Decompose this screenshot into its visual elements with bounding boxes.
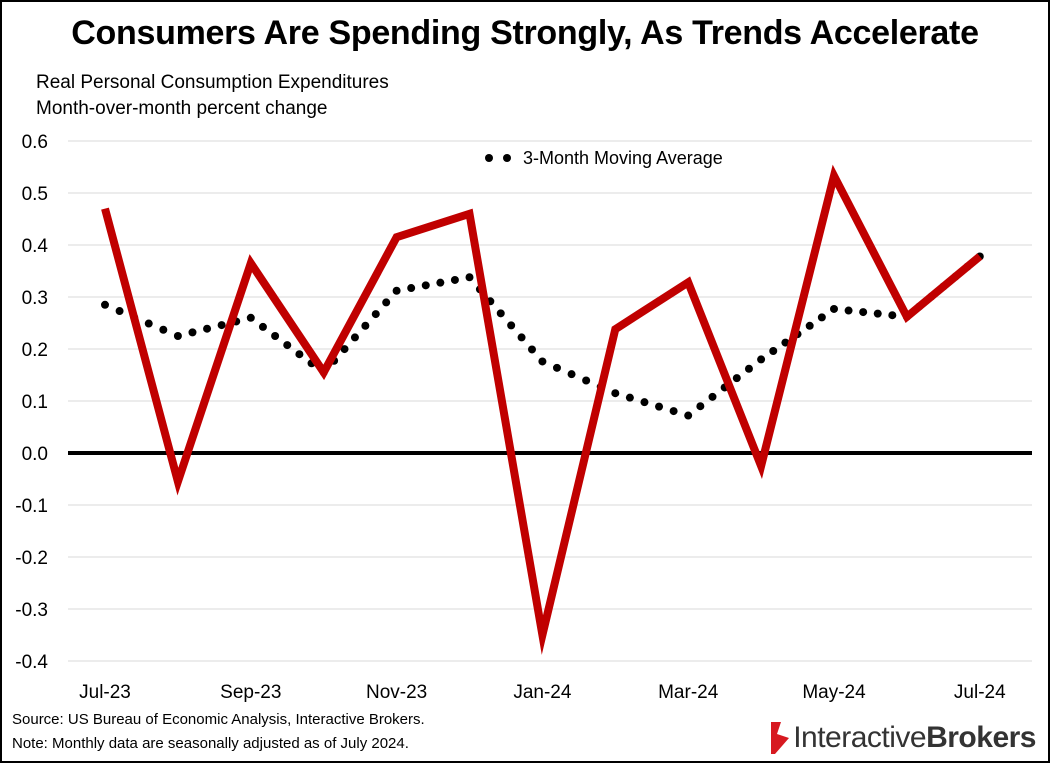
legend-dot-marker (503, 154, 511, 162)
moving-average-point (507, 321, 516, 330)
logo-word-brokers: Brokers (926, 721, 1036, 754)
moving-average-point (361, 321, 370, 330)
moving-average-point (552, 363, 561, 372)
moving-average-point (421, 281, 430, 290)
moving-average-point (115, 307, 124, 316)
line-chart: 0.6 0.5 0.4 0.3 0.2 0.1 0.0 -0.1 -0.2 -0.3 -0.4 Ju… (15, 132, 1032, 702)
x-tick-label: Jul-23 (79, 682, 131, 702)
chart-title: Consumers Are Spending Strongly, As Tren… (71, 14, 979, 52)
moving-average-point (271, 332, 280, 340)
moving-average-point (101, 300, 109, 309)
moving-average-point (340, 345, 349, 354)
moving-average-point (582, 376, 591, 385)
legend-label: 3-Month Moving Average (523, 148, 723, 168)
moving-average-point (295, 350, 304, 359)
moving-average-series (101, 252, 984, 420)
moving-average-point (144, 319, 153, 328)
moving-average-point (188, 328, 197, 337)
moving-average-point (640, 398, 649, 407)
moving-average-point (258, 322, 267, 331)
moving-average-point (496, 309, 505, 318)
gridlines (68, 140, 1032, 662)
moving-average-point (625, 393, 634, 402)
moving-average-point (757, 355, 766, 364)
logo-wordmark: InteractiveBrokers (793, 721, 1036, 755)
y-tick-label: 0.4 (22, 236, 49, 257)
moving-average-point (450, 275, 459, 284)
moving-average-point (283, 341, 292, 350)
brokers-mark-icon (771, 722, 790, 754)
moving-average-point (859, 308, 868, 317)
moving-average-point (684, 411, 693, 420)
moving-average-point (407, 284, 416, 293)
x-tick-label: May-24 (802, 682, 866, 702)
y-axis-ticks: 0.6 0.5 0.4 0.3 0.2 0.1 0.0 -0.1 -0.2 -0.3 -0.4 (15, 132, 48, 673)
moving-average-point (217, 321, 226, 330)
y-tick-label: 0.3 (22, 288, 48, 309)
y-tick-label: -0.3 (15, 600, 48, 621)
x-tick-label: Mar-24 (658, 682, 719, 702)
moving-average-point (436, 278, 445, 287)
y-tick-label: 0.5 (22, 184, 48, 205)
y-tick-label: 0.2 (22, 340, 48, 361)
x-tick-label: Jul-24 (954, 682, 1006, 702)
moving-average-point (382, 298, 391, 307)
y-tick-label: 0.0 (22, 444, 48, 465)
moving-average-point (873, 309, 882, 318)
moving-average-point (696, 402, 705, 411)
moving-average-point (655, 402, 664, 411)
y-tick-label: -0.1 (15, 496, 48, 517)
moving-average-point (246, 313, 255, 322)
moving-average-point (769, 346, 778, 355)
data-note: Note: Monthly data are seasonally adjust… (12, 735, 409, 752)
moving-average-point (567, 370, 576, 379)
monthly-series (101, 164, 983, 655)
moving-average-point (159, 325, 168, 334)
moving-average-point (830, 304, 838, 313)
moving-average-point (392, 286, 401, 295)
source-note: Source: US Bureau of Economic Analysis, … (12, 711, 425, 728)
monthly-pce-line (101, 164, 983, 655)
moving-average-point (781, 338, 790, 347)
x-tick-label: Sep-23 (220, 682, 281, 702)
chart-subtitle-line1: Real Personal Consumption Expenditures (36, 72, 389, 93)
moving-average-point (805, 321, 814, 330)
moving-average-point (817, 313, 826, 322)
legend-dot-marker (485, 154, 493, 162)
y-tick-label: 0.6 (22, 132, 48, 153)
moving-average-point (669, 407, 678, 416)
moving-average-point (732, 374, 741, 383)
logo-word-interactive: Interactive (793, 721, 927, 754)
moving-average-point (517, 333, 526, 342)
interactive-brokers-logo: InteractiveBrokers (767, 718, 1036, 758)
moving-average-point (888, 311, 897, 320)
moving-average-point (350, 333, 359, 342)
moving-average-point (173, 332, 182, 340)
y-tick-label: 0.1 (22, 392, 48, 413)
moving-average-point (844, 306, 853, 315)
moving-average-point (538, 357, 547, 366)
moving-average-point (465, 273, 474, 282)
chart-subtitle-line2: Month-over-month percent change (36, 98, 328, 119)
legend: 3-Month Moving Average (485, 148, 723, 168)
x-tick-label: Jan-24 (513, 682, 572, 702)
y-tick-label: -0.4 (15, 652, 48, 673)
y-tick-label: -0.2 (15, 548, 48, 569)
moving-average-point (611, 389, 620, 398)
moving-average-point (708, 392, 717, 401)
x-axis-ticks: Jul-23 Sep-23 Nov-23 Jan-24 Mar-24 May-24 Jul-… (79, 682, 1006, 702)
moving-average-point (371, 310, 380, 319)
moving-average-point (203, 324, 212, 333)
moving-average-point (527, 345, 536, 354)
x-tick-label: Nov-23 (366, 682, 427, 702)
moving-average-point (744, 364, 753, 373)
